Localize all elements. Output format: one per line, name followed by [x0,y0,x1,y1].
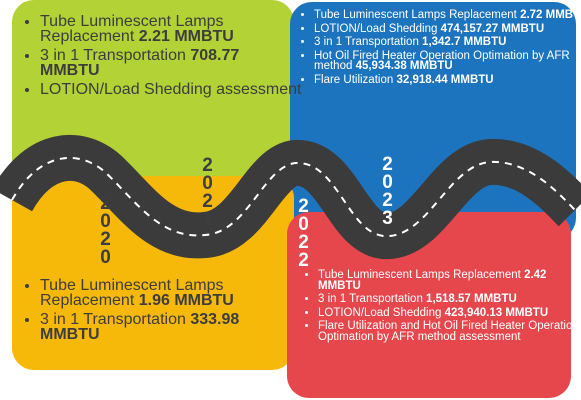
list-2022: Tube Luminescent Lamps Replacement 2.42 … [300,270,581,345]
list-item: Tube Luminescent Lamps Replacement 1.96 … [40,278,302,308]
list-item: Flare Utilization 32,918.44 MMBTU [314,75,581,86]
item-text: LOTION/Load Shedding [318,307,441,319]
year-label: 2020 [94,193,116,265]
item-value: 1,518.57 MMBTU [426,293,517,305]
list-item: Tube Luminescent Lamps Replacement 2.21 … [40,14,302,44]
list-item: 3 in 1 Transportation 1,518.57 MMBTU [318,294,581,305]
item-text: Tube Luminescent Lamps Replacement [314,9,517,21]
year-label: 2022 [292,196,314,268]
list-item: Tube Luminescent Lamps Replacement 2.72 … [314,10,581,21]
item-text: Flare Utilization and Hot Oil Fired Heat… [318,320,579,343]
item-value: 45,934.38 MMBTU [356,60,453,72]
list-item: LOTION/Load Shedding 474,157.27 MMBTU [314,24,581,35]
list-item: LOTION/Load Shedding 423,940.13 MMBTU [318,308,581,319]
item-text: Flare Utilization [314,74,393,86]
list-item: 3 in 1 Transportation 333.98 MMBTU [40,312,302,342]
item-value: 423,940.13 MMBTU [445,307,549,319]
list-item: 3 in 1 Transportation 708.77 MMBTU [40,48,302,78]
item-text: 3 in 1 Transportation [318,293,423,305]
item-value: 32,918.44 MMBTU [396,74,493,86]
list-2020: Tube Luminescent Lamps Replacement 1.96 … [22,278,302,346]
year-label: 2021 [196,155,218,227]
list-item: Hot Oil Fired Heater Operation Optimatio… [314,51,581,72]
list-item: 3 in 1 Transportation 1,342.7 MMBTU [314,37,581,48]
item-value: 474,157.27 MMBTU [441,23,545,35]
infographic: Tube Luminescent Lamps Replacement 2.21 … [0,0,581,400]
item-text: 3 in 1 Transportation [314,36,419,48]
item-text: LOTION/Load Shedding assessment [40,81,301,98]
list-item: Flare Utilization and Hot Oil Fired Heat… [318,321,581,342]
item-text: LOTION/Load Shedding [314,23,437,35]
year-label: 2023 [376,154,398,226]
item-value: 1,342.7 MMBTU [422,36,506,48]
list-item: Tube Luminescent Lamps Replacement 2.42 … [318,270,581,291]
item-value: 1.96 MMBTU [139,292,234,309]
list-2023: Tube Luminescent Lamps Replacement 2.72 … [296,10,581,88]
item-value: 2.21 MMBTU [139,28,234,45]
item-value: 2.72 MMBTU [520,9,581,21]
list-2021: Tube Luminescent Lamps Replacement 2.21 … [22,14,302,101]
list-item: LOTION/Load Shedding assessment [40,82,302,97]
